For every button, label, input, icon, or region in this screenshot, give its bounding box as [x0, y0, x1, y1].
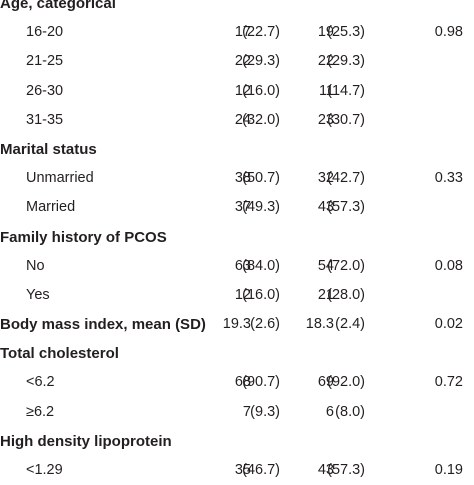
group1-percent-cell: (90.7) [242, 374, 280, 391]
group2-percent-cell: (57.3) [327, 462, 365, 478]
group2-percent-cell: (28.0) [327, 286, 365, 303]
p-value-cell: 0.08 [434, 257, 463, 274]
row-label: No [26, 257, 45, 274]
group2-percent-cell: (8.0) [335, 403, 365, 420]
row-label: Family history of PCOS [0, 228, 167, 246]
group2-count-cell: 23 [317, 111, 334, 128]
group2-percent-cell: (42.7) [327, 170, 365, 187]
table-row: No 63 (84.0) 54 (72.0) 0.08 [0, 252, 474, 281]
group2-count-cell: 43 [317, 199, 334, 216]
section-header-row: Family history of PCOS [0, 223, 474, 252]
p-value-cell: 0.19 [434, 462, 463, 478]
row-label: <1.29 [26, 462, 63, 478]
row-label: Yes [26, 286, 50, 303]
group2-percent-cell: (72.0) [327, 257, 365, 274]
table-row: Married 37 (49.3) 43 (57.3) [0, 193, 474, 222]
group1-percent-cell: (84.0) [242, 257, 280, 274]
group1-count-cell: 12 [234, 82, 251, 99]
table-row: 26-30 12 (16.0) 11 (14.7) [0, 77, 474, 106]
row-label: Body mass index, mean (SD) [0, 316, 206, 334]
group1-percent-cell: (2.6) [250, 316, 280, 333]
group1-count-cell: 37 [234, 199, 251, 216]
group2-percent-cell: (92.0) [327, 374, 365, 391]
group2-count-cell: 22 [317, 53, 334, 70]
group2-count-cell: 54 [317, 257, 334, 274]
section-header-row: Age, categorical [0, 0, 474, 18]
group1-percent-cell: (16.0) [242, 82, 280, 99]
p-value-cell: 0.02 [434, 316, 463, 333]
group1-count-cell: 7 [242, 403, 251, 420]
group2-count-cell: 21 [317, 286, 334, 303]
table-row: Unmarried 38 (50.7) 32 (42.7) 0.33 [0, 164, 474, 193]
group2-count-cell: 11 [318, 82, 334, 99]
group1-count-cell: 12 [234, 286, 251, 303]
p-value-cell: 0.72 [434, 374, 463, 391]
group1-count-cell: 68 [234, 374, 251, 391]
section-header-row: Total cholesterol [0, 339, 474, 368]
group2-count-cell: 32 [317, 170, 334, 187]
row-label: Married [26, 199, 76, 216]
row-label: ≥6.2 [26, 403, 55, 420]
row-label: 26-30 [26, 82, 64, 99]
table-row: 16-20 17 (22.7) 19 (25.3) 0.98 [0, 18, 474, 47]
group2-count-cell: 19 [317, 24, 334, 41]
group1-percent-cell: (16.0) [242, 286, 280, 303]
table-row: 31-35 24 (32.0) 23 (30.7) [0, 106, 474, 135]
p-value-cell: 0.33 [434, 170, 463, 187]
row-label: 21-25 [26, 53, 64, 70]
group1-percent-cell: (32.0) [242, 111, 280, 128]
group2-percent-cell: (29.3) [327, 53, 365, 70]
group1-percent-cell: (22.7) [242, 24, 280, 41]
group1-percent-cell: (49.3) [242, 199, 280, 216]
table-row: <6.2 68 (90.7) 69 (92.0) 0.72 [0, 368, 474, 397]
group1-percent-cell: (29.3) [242, 53, 280, 70]
row-label: 16-20 [26, 24, 64, 41]
group1-count-cell: 24 [234, 111, 251, 128]
section-header-row: High density lipoprotein [0, 427, 474, 456]
row-label: Marital status [0, 140, 97, 158]
row-label: High density lipoprotein [0, 432, 172, 450]
table-row: Body mass index, mean (SD) 19.3 (2.6) 18.3(… [0, 310, 474, 339]
group1-percent-cell: (46.7) [242, 462, 280, 478]
group2-percent-cell: (2.4) [335, 316, 365, 333]
group1-count-cell: 38 [234, 170, 251, 187]
group2-count-cell: 18.3 [305, 316, 334, 333]
table-row: ≥6.2 7 (9.3) 6 (8.0) [0, 398, 474, 427]
group2-percent-cell: (57.3) [327, 199, 365, 216]
group2-percent-cell: (30.7) [327, 111, 365, 128]
p-value-cell: 0.98 [434, 24, 463, 41]
section-header-row: Marital status [0, 135, 474, 164]
row-label: 31-35 [26, 111, 64, 128]
table-row: Yes 12 (16.0) 21 (28.0) [0, 281, 474, 310]
group1-percent-cell: (50.7) [242, 170, 280, 187]
table-row: <1.29 35 (46.7) 43 (57.3) 0.19 [0, 456, 474, 485]
group1-count-cell: 22 [234, 53, 251, 70]
group2-percent-cell: (14.7) [327, 82, 365, 99]
group1-count-cell: 17 [234, 24, 251, 41]
group1-count-cell: 19.3 [222, 316, 251, 333]
row-label: <6.2 [26, 374, 55, 391]
row-label: Age, categorical [0, 0, 116, 12]
group2-percent-cell: (25.3) [327, 24, 365, 41]
group1-count-cell: 63 [234, 257, 251, 274]
row-label: Total cholesterol [0, 345, 119, 363]
table-row: 21-25 22 (29.3) 22 (29.3) [0, 47, 474, 76]
group2-count-cell: 6 [325, 403, 334, 420]
row-label: Unmarried [26, 170, 94, 187]
group1-percent-cell: (9.3) [250, 403, 280, 420]
group2-count-cell: 69 [317, 374, 334, 391]
